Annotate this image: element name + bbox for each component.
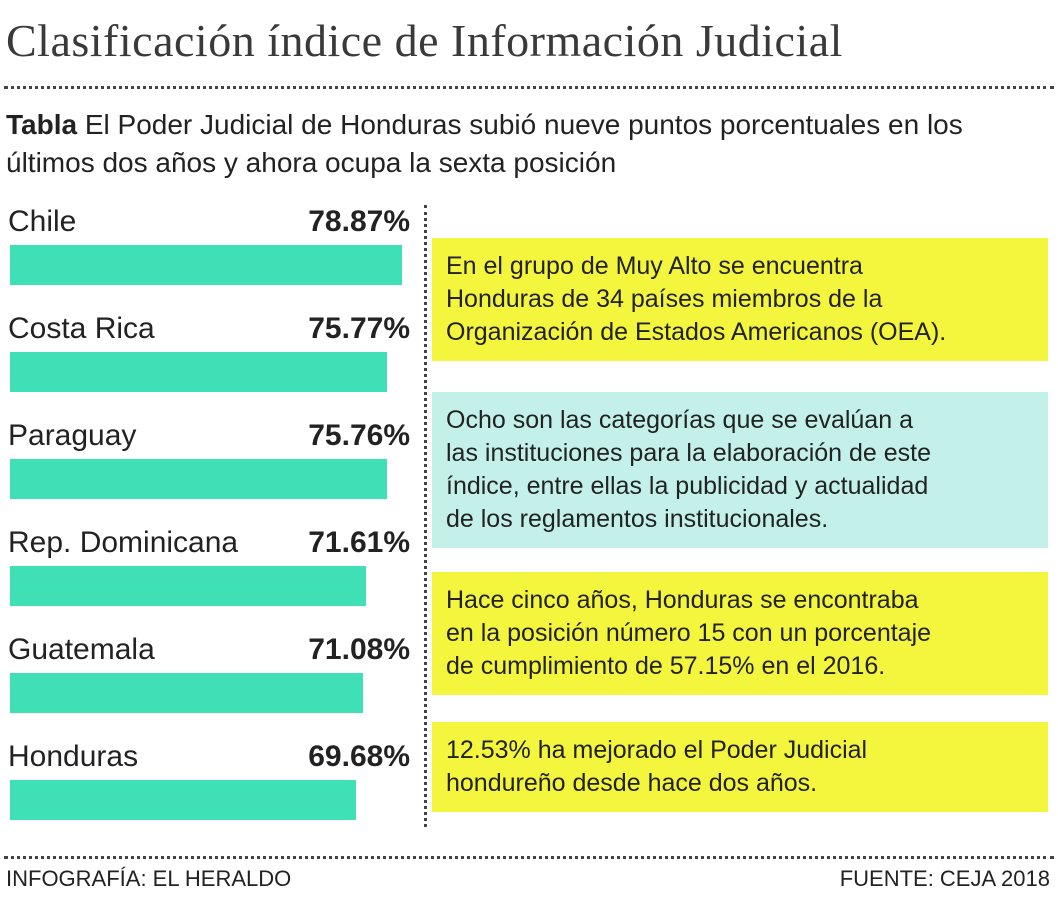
annotation-line: índice, entre ellas la publicidad y actu… (446, 472, 929, 500)
divider (4, 856, 1054, 859)
annotation-line: hondureño desde hace dos años. (446, 769, 818, 797)
value-label: 75.77% (308, 312, 410, 345)
annotation-box: 12.53% ha mejorado el Poder Judicial hond… (432, 722, 1048, 812)
annotation-line: Organización de Estados Americanos (OEA)… (446, 318, 947, 346)
annotation-line: de cumplimiento de 57.15% en el 2016. (446, 652, 886, 680)
value-label: 78.87% (308, 205, 410, 238)
bar (10, 673, 364, 713)
value-label: 71.08% (308, 633, 410, 666)
value-label: 69.68% (308, 740, 410, 773)
value-label: 75.76% (308, 419, 410, 452)
divider (424, 205, 427, 827)
credit: INFOGRAFÍA: EL HERALDO (6, 866, 292, 891)
source: FUENTE: CEJA 2018 (839, 866, 1050, 891)
category-label: Costa Rica (8, 312, 155, 345)
category-label: Chile (8, 205, 77, 238)
annotation-box: Ocho son las categorías que se evalúan a… (432, 392, 1048, 548)
bar (10, 459, 387, 499)
subtitle-label: Tabla (6, 109, 78, 140)
divider (4, 86, 1054, 89)
bar (10, 566, 366, 606)
annotation-line: En el grupo de Muy Alto se encuentra (446, 252, 863, 280)
chart-title: Clasificación índice de Información Judi… (6, 15, 843, 66)
annotation-box: Hace cinco años, Honduras se encontraba e… (432, 572, 1048, 695)
bar (10, 245, 402, 285)
bar (10, 352, 387, 392)
value-label: 71.61% (308, 526, 410, 559)
subtitle: Tabla El Poder Judicial de Honduras subi… (6, 106, 1046, 182)
annotation-line: en la posición número 15 con un porcenta… (446, 619, 932, 647)
annotation-line: de los reglamentos institucionales. (446, 505, 829, 533)
annotation-box: En el grupo de Muy Alto se encuentra Hond… (432, 238, 1048, 361)
annotation-line: las instituciones para la elaboración de… (446, 439, 932, 467)
category-label: Honduras (8, 740, 139, 773)
subtitle-text: El Poder Judicial de Honduras subió nuev… (6, 109, 963, 178)
bar (10, 780, 357, 820)
annotation-line: Honduras de 34 países miembros de la (446, 285, 883, 313)
category-label: Paraguay (8, 419, 137, 452)
annotation-line: 12.53% ha mejorado el Poder Judicial (446, 736, 868, 764)
category-label: Guatemala (8, 633, 155, 666)
annotation-line: Hace cinco años, Honduras se encontraba (446, 586, 919, 614)
category-label: Rep. Dominicana (8, 526, 239, 559)
annotation-line: Ocho son las categorías que se evalúan a (446, 406, 913, 434)
